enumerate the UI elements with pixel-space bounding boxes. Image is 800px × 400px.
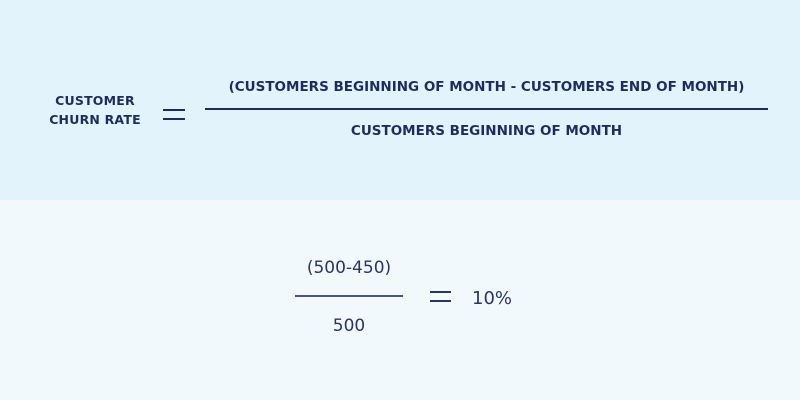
label-line-2: CHURN RATE — [49, 112, 141, 127]
equals-bar-top — [430, 291, 451, 293]
equals-bar-bottom — [163, 118, 185, 120]
example-result: 10% — [472, 288, 513, 309]
formula-label: CUSTOMER CHURN RATE — [30, 91, 160, 129]
example-panel — [0, 200, 800, 400]
example-denominator: 500 — [332, 316, 366, 336]
example-fraction-bar — [295, 295, 403, 297]
label-line-1: CUSTOMER — [55, 93, 135, 108]
equals-bar-top — [163, 109, 185, 111]
formula-panel: CUSTOMER CHURN RATE (CUSTOMERS BEGINNING… — [0, 0, 800, 200]
example-numerator: (500-450) — [306, 258, 392, 278]
fraction-bar — [205, 108, 768, 110]
formula-numerator: (CUSTOMERS BEGINNING OF MONTH - CUSTOMER… — [228, 79, 745, 95]
equals-bar-bottom — [430, 300, 451, 302]
formula-denominator: CUSTOMERS BEGINNING OF MONTH — [350, 123, 623, 139]
